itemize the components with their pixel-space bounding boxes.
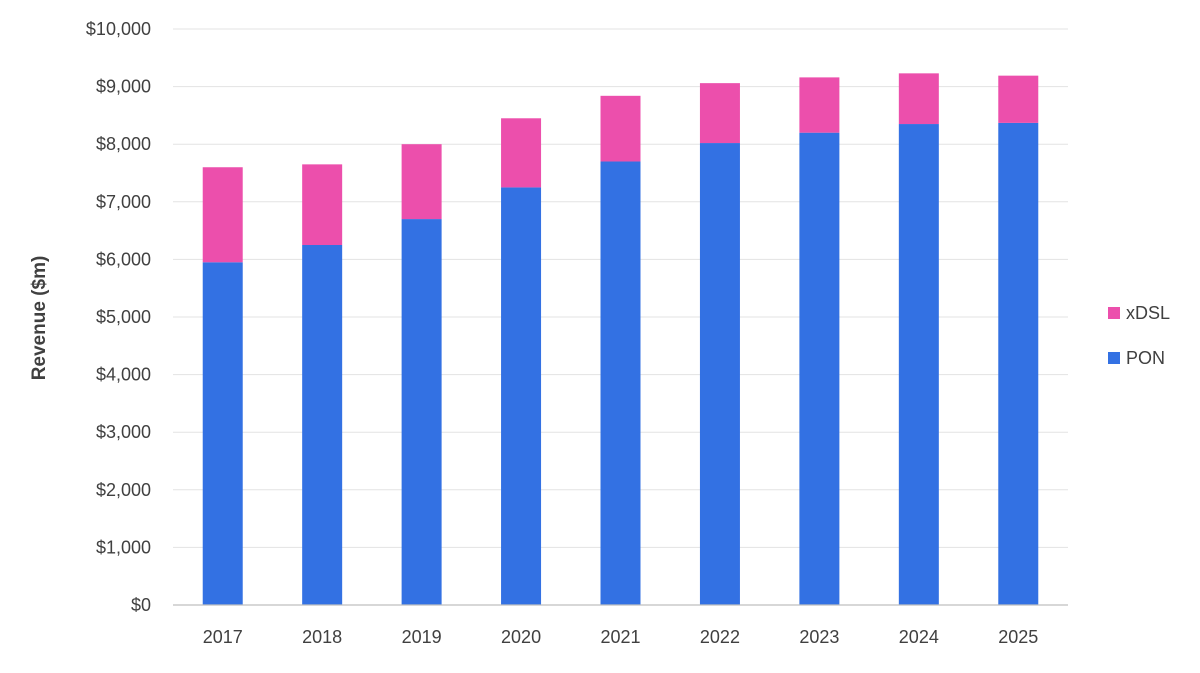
bar-pon-2025 xyxy=(998,122,1039,605)
y-axis-tick-labels: $0 $1,000 $2,000 $3,000 $4,000 $5,000 $6,000 $7… xyxy=(86,19,151,615)
legend: xDSL PON xyxy=(1108,303,1170,368)
x-tick-label: 2023 xyxy=(799,627,839,647)
bar-xdsl-2019 xyxy=(401,144,442,220)
bar-pon-2017 xyxy=(202,262,243,605)
legend-swatch-pon xyxy=(1108,352,1120,364)
bar-xdsl-2024 xyxy=(898,73,939,125)
bar-pon-2021 xyxy=(600,161,641,606)
y-tick-label: $3,000 xyxy=(96,422,151,442)
y-tick-label: $9,000 xyxy=(96,77,151,97)
bar-xdsl-2022 xyxy=(699,83,740,144)
x-tick-label: 2017 xyxy=(203,627,243,647)
y-tick-label: $1,000 xyxy=(96,537,151,557)
bar-pon-2018 xyxy=(302,245,343,605)
y-tick-label: $4,000 xyxy=(96,365,151,385)
x-tick-label: 2018 xyxy=(302,627,342,647)
bar-pon-2019 xyxy=(401,219,442,605)
x-tick-label: 2019 xyxy=(402,627,442,647)
x-axis-tick-labels: 2017 2018 2019 2020 2021 2022 2023 2024 2025 xyxy=(203,627,1039,647)
bar-xdsl-2023 xyxy=(799,77,840,133)
x-tick-label: 2020 xyxy=(501,627,541,647)
y-tick-label: $7,000 xyxy=(96,192,151,212)
bar-pon-2020 xyxy=(501,187,542,605)
bar-pon-2024 xyxy=(898,124,939,605)
bar-pon-2023 xyxy=(799,132,840,605)
bar-xdsl-2020 xyxy=(501,118,542,188)
y-tick-label: $10,000 xyxy=(86,19,151,39)
bar-xdsl-2025 xyxy=(998,75,1039,123)
bar-xdsl-2018 xyxy=(302,164,343,245)
bar-xdsl-2021 xyxy=(600,95,641,162)
y-axis-title: Revenue ($m) xyxy=(29,256,50,381)
bar-xdsl-2017 xyxy=(202,167,243,263)
y-tick-label: $8,000 xyxy=(96,134,151,154)
legend-label-xdsl: xDSL xyxy=(1126,303,1170,323)
y-tick-label: $0 xyxy=(131,595,151,615)
legend-swatch-xdsl xyxy=(1108,307,1120,319)
x-tick-label: 2024 xyxy=(899,627,939,647)
x-tick-label: 2025 xyxy=(998,627,1038,647)
y-tick-label: $5,000 xyxy=(96,307,151,327)
bar-pon-2022 xyxy=(699,143,740,605)
x-tick-label: 2022 xyxy=(700,627,740,647)
x-tick-label: 2021 xyxy=(600,627,640,647)
legend-label-pon: PON xyxy=(1126,348,1165,368)
y-tick-label: $6,000 xyxy=(96,249,151,269)
y-tick-label: $2,000 xyxy=(96,480,151,500)
bars xyxy=(202,73,1039,606)
